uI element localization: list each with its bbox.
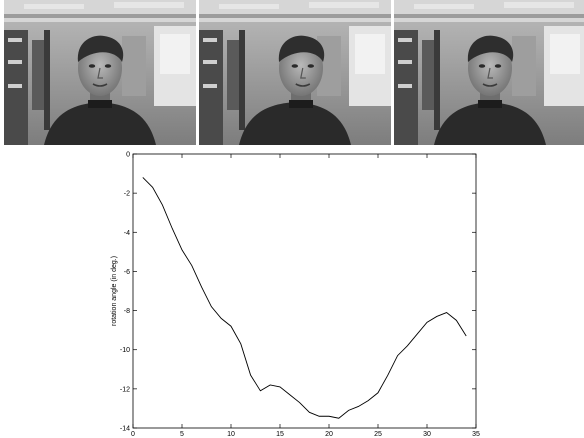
y-tick-label: -2 [124,191,130,198]
x-tick-label: 25 [374,431,382,438]
x-tick-label: 5 [180,431,184,438]
x-tick-label: 20 [325,431,333,438]
y-tick-label: 0 [126,152,130,159]
x-tick-label: 10 [227,431,235,438]
y-tick-label: -4 [124,230,130,237]
x-tick-label: 0 [131,431,135,438]
series-line-1 [142,177,467,419]
video-frame-3 [394,0,584,145]
x-tick-label: 30 [423,431,431,438]
y-tick-label: -10 [120,347,130,354]
video-frame-2 [199,0,391,145]
plot-frame [132,153,477,429]
x-tick-label: 35 [472,431,480,438]
chart-axes [132,153,477,429]
x-tick-label: 15 [276,431,284,438]
chart-ticks: 0 5 10 15 20 25 30 35 0 -2 -4 -6 -8 -10 -12 -14 [120,152,480,438]
y-tick-label: -14 [120,426,130,433]
chart-series [142,177,467,419]
rotation-angle-chart: 0 5 10 15 20 25 30 35 0 -2 -4 -6 -8 -10 -12 -14 rotatio… [111,152,480,438]
y-tick-label: -8 [124,308,130,315]
y-tick-label: -6 [124,269,130,276]
y-axis-label: rotation angle (in deg.) [111,256,118,326]
video-frame-1 [4,0,196,145]
y-tick-label: -12 [120,386,130,393]
